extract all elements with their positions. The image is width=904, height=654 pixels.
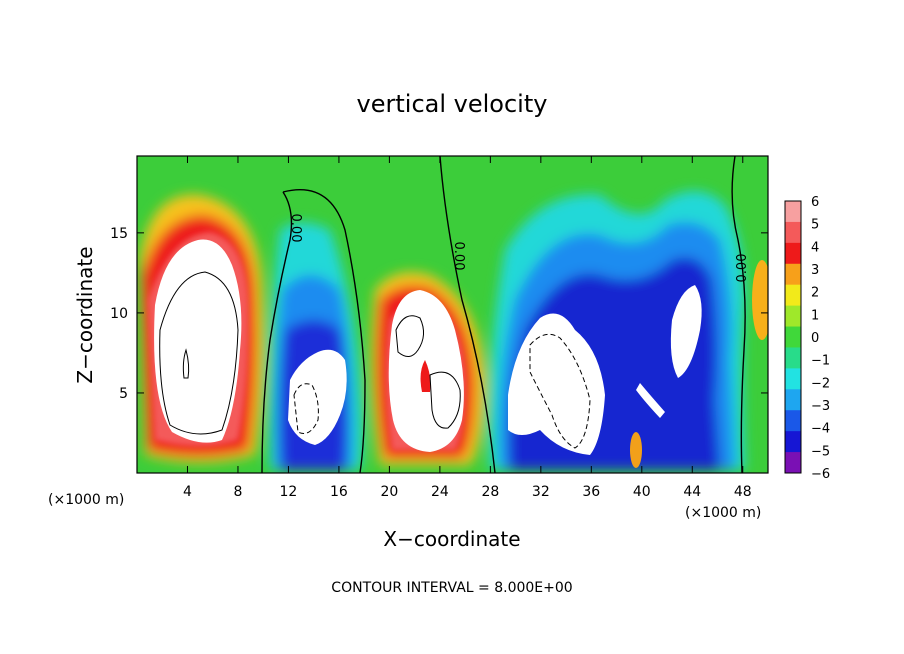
colorbar-label: −2 [811,376,830,391]
downdraft-core-left [288,349,347,445]
x-tick-label: 8 [233,484,242,500]
colorbar-swatch [785,201,801,223]
colorbar-label: 6 [811,195,819,210]
colorbar-label: −5 [811,444,830,459]
x-axis-ticks: 4 8 12 16 20 24 28 32 36 40 44 48 [183,156,752,500]
colorbar-label: −1 [811,354,830,369]
colorbar-label: 0 [811,331,819,346]
colorbar-label: 4 [811,240,819,255]
colorbar-swatch [785,263,801,286]
x-tick-label: 32 [532,484,550,500]
x-tick-label: 40 [633,484,651,500]
zero-contour-1 [282,188,366,473]
heatmap-field: 0.00 0.00 0.00 [137,156,768,473]
y-tick-label: 5 [119,386,128,402]
downdraft-core-far-right [670,285,702,378]
chart-title: vertical velocity [357,90,548,118]
y-axis-label: Z−coordinate [73,246,97,383]
x-tick-label: 44 [683,484,701,500]
contour-label-1: 0.00 [288,214,303,243]
colorbar-label: −6 [811,467,830,482]
colorbar-swatch [785,368,801,390]
x-unit-right: (×1000 m) [685,505,761,521]
colorbar-swatch [785,326,801,348]
colorbar-swatch [785,431,801,453]
x-axis-label: X−coordinate [383,527,520,551]
colorbar-frame [784,200,802,474]
zero-contour-2 [261,191,293,473]
colorbar-label: 1 [811,308,819,323]
colorbar-label: 2 [811,286,819,301]
x-tick-label: 48 [734,484,752,500]
colorbar-swatch [785,284,801,307]
zero-contour-4 [731,156,746,473]
x-tick-label: 12 [280,484,298,500]
x-tick-label: 24 [431,484,449,500]
colorbar-swatch [785,389,801,411]
colorbar-label: −3 [811,399,830,414]
colorbar-swatch [785,242,801,265]
colorbar-swatch [785,347,801,369]
colorbar-swatch [785,221,801,244]
contour-label-3: 0.00 [735,254,750,283]
colorbar: 6 5 4 3 2 1 0 −1 −2 −3 −4 −5 −6 [784,195,830,482]
colorbar-label: −4 [811,422,830,437]
contour-interval-note: CONTOUR INTERVAL = 8.000E+00 [331,580,572,596]
colorbar-swatch [785,305,801,328]
downdraft-core-right [508,313,605,455]
colorbar-label: 3 [811,263,819,278]
x-unit-left: (×1000 m) [48,492,124,508]
contour-label-2: 0.00 [451,242,466,271]
colorbar-swatch [785,410,801,432]
plot-frame [136,155,769,474]
x-tick-label: 20 [380,484,398,500]
x-tick-label: 36 [582,484,600,500]
colorbar-label: 5 [811,218,819,233]
zero-contour-3 [439,156,496,473]
x-tick-label: 4 [183,484,192,500]
x-tick-label: 28 [481,484,499,500]
y-tick-label: 15 [110,226,128,242]
y-tick-label: 10 [110,306,128,322]
updraft-core-left [154,239,242,443]
y-axis-ticks: 5 10 15 [110,226,768,402]
colorbar-swatch [785,452,801,474]
x-tick-label: 16 [330,484,348,500]
